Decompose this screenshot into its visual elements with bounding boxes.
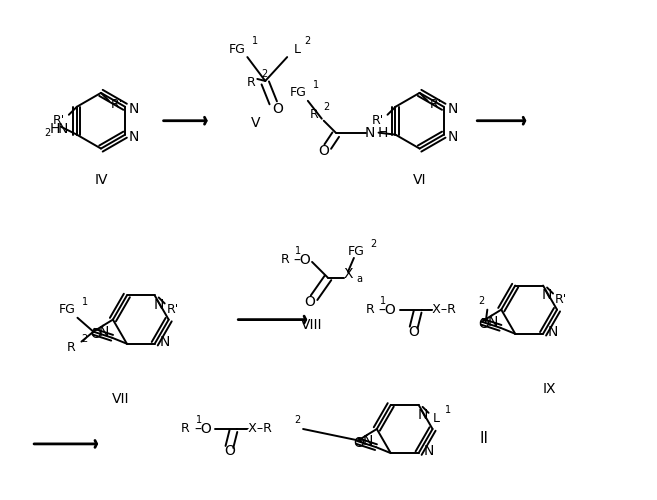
Text: 1: 1 [82, 297, 89, 307]
Text: L: L [433, 412, 440, 426]
Text: VI: VI [413, 174, 426, 188]
Text: FG: FG [290, 86, 306, 100]
Text: 2: 2 [81, 334, 87, 344]
Text: X: X [343, 267, 353, 281]
Text: 1: 1 [445, 405, 451, 415]
Text: 1: 1 [313, 80, 319, 90]
Text: FG: FG [59, 304, 76, 316]
Text: VII: VII [112, 392, 129, 406]
Text: 1: 1 [380, 296, 386, 306]
Text: –X–R: –X–R [242, 422, 272, 436]
Text: R': R' [430, 98, 442, 112]
Text: –O: –O [379, 302, 397, 316]
Text: O: O [319, 144, 329, 158]
Text: N: N [447, 102, 458, 116]
Text: N: N [548, 325, 558, 339]
Text: N: N [129, 130, 139, 143]
Text: R': R' [555, 293, 567, 306]
Text: –O: –O [293, 253, 311, 267]
Text: 1: 1 [196, 415, 202, 425]
Text: IV: IV [94, 174, 108, 188]
Text: R: R [281, 254, 290, 266]
Text: R: R [365, 303, 374, 316]
Text: L: L [294, 42, 301, 56]
Text: N: N [99, 325, 109, 339]
Text: II: II [480, 432, 489, 446]
Text: H: H [377, 126, 388, 140]
Text: a: a [357, 274, 363, 284]
Text: N: N [363, 434, 373, 448]
Text: R: R [181, 422, 190, 436]
Text: N: N [58, 122, 68, 136]
Text: O: O [353, 436, 365, 450]
Text: N: N [160, 334, 170, 348]
Text: FG: FG [348, 246, 365, 258]
Text: 2: 2 [44, 128, 50, 138]
Text: IX: IX [542, 382, 556, 396]
Text: 2: 2 [261, 69, 267, 79]
Text: 1: 1 [295, 246, 301, 256]
Text: N: N [417, 408, 428, 422]
Text: O: O [408, 324, 419, 338]
Text: 2: 2 [324, 102, 330, 112]
Text: R': R' [111, 98, 123, 112]
Text: 2: 2 [294, 415, 300, 425]
Text: –O: –O [194, 422, 212, 436]
Text: O: O [272, 102, 283, 116]
Text: O: O [90, 326, 101, 340]
Text: N: N [154, 298, 164, 312]
Text: 2: 2 [304, 36, 310, 46]
Text: 2: 2 [478, 296, 484, 306]
Text: R': R' [166, 303, 179, 316]
Text: V: V [250, 116, 260, 130]
Text: VIII: VIII [302, 318, 323, 332]
Text: FG: FG [229, 42, 246, 56]
Text: R: R [67, 341, 76, 354]
Text: O: O [305, 294, 315, 308]
Text: –X–R: –X–R [426, 303, 457, 316]
Text: R': R' [53, 114, 65, 127]
Text: N: N [487, 315, 498, 329]
Text: R': R' [371, 114, 384, 127]
Text: N: N [365, 126, 374, 140]
Text: O: O [478, 316, 489, 330]
Text: H: H [50, 122, 60, 136]
Text: 1: 1 [252, 36, 258, 46]
Text: 2: 2 [371, 239, 377, 249]
Text: R: R [247, 76, 256, 90]
Text: N: N [542, 288, 553, 302]
Text: O: O [224, 444, 235, 458]
Text: N: N [423, 444, 434, 458]
Text: N: N [129, 102, 139, 116]
Text: R: R [309, 108, 318, 122]
Text: N: N [447, 130, 458, 143]
